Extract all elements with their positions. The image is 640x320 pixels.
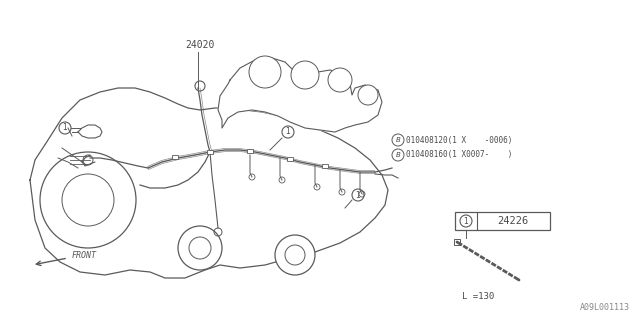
Circle shape <box>275 235 315 275</box>
Text: L =130: L =130 <box>462 292 494 301</box>
Text: B: B <box>396 137 401 143</box>
Polygon shape <box>30 88 388 278</box>
Circle shape <box>291 61 319 89</box>
Text: 010408160(1 X0007-    ): 010408160(1 X0007- ) <box>406 150 513 159</box>
Circle shape <box>249 56 281 88</box>
Bar <box>172 155 178 159</box>
Text: 1: 1 <box>63 124 67 132</box>
Bar <box>247 149 253 153</box>
Circle shape <box>40 152 136 248</box>
Circle shape <box>178 226 222 270</box>
Text: B: B <box>396 152 401 158</box>
Text: FRONT: FRONT <box>72 252 97 260</box>
Text: 1: 1 <box>285 127 291 137</box>
Bar <box>207 150 213 154</box>
Text: A09L001113: A09L001113 <box>580 303 630 312</box>
Polygon shape <box>218 58 382 132</box>
Text: 24020: 24020 <box>185 40 214 50</box>
Circle shape <box>328 68 352 92</box>
Bar <box>455 212 550 230</box>
Text: 010408120(1 X    -0006): 010408120(1 X -0006) <box>406 135 513 145</box>
Text: 1: 1 <box>463 217 468 226</box>
Circle shape <box>358 85 378 105</box>
Bar <box>287 157 293 161</box>
Bar <box>322 164 328 168</box>
Text: 24226: 24226 <box>497 216 529 226</box>
Bar <box>454 239 460 245</box>
Text: 1: 1 <box>356 190 360 199</box>
